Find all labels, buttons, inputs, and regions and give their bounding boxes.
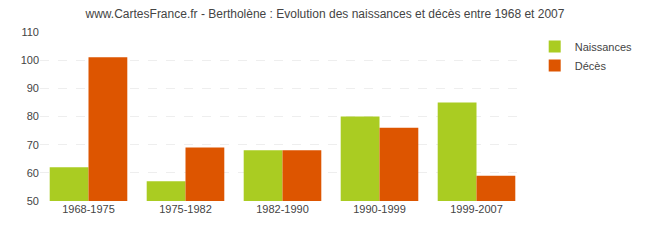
svg-text:100: 100: [21, 54, 39, 66]
svg-text:50: 50: [27, 195, 39, 207]
svg-text:1968-1975: 1968-1975: [62, 203, 115, 215]
svg-text:1990-1999: 1990-1999: [353, 203, 406, 215]
svg-text:1999-2007: 1999-2007: [450, 203, 503, 215]
svg-text:60: 60: [27, 167, 39, 179]
svg-text:1982-1990: 1982-1990: [256, 203, 309, 215]
svg-text:1975-1982: 1975-1982: [159, 203, 212, 215]
svg-text:www.CartesFrance.fr - Bertholè: www.CartesFrance.fr - Bertholène : Evolu…: [85, 7, 565, 21]
svg-text:70: 70: [27, 139, 39, 151]
svg-text:80: 80: [27, 110, 39, 122]
svg-text:90: 90: [27, 82, 39, 94]
svg-text:Décès: Décès: [575, 60, 607, 72]
svg-text:Naissances: Naissances: [575, 41, 632, 53]
svg-text:110: 110: [21, 26, 39, 38]
